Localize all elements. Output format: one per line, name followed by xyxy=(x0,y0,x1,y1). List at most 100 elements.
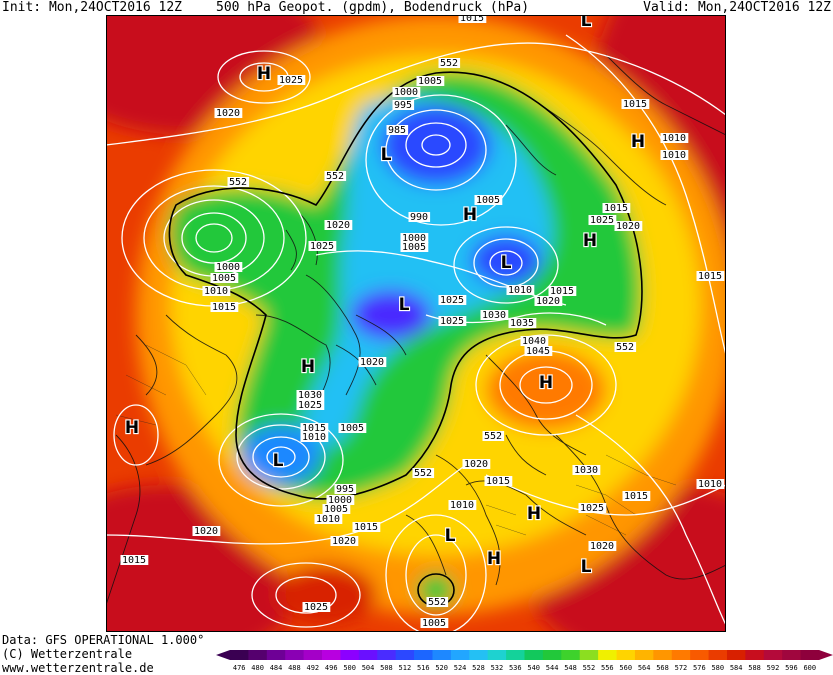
pressure-label: 1025 xyxy=(590,215,614,226)
pressure-label: 552 xyxy=(484,431,502,442)
pressure-label-bg xyxy=(508,318,537,328)
high-pressure-center: H xyxy=(257,64,271,84)
low-pressure-center: L xyxy=(445,526,456,546)
pressure-label-bg xyxy=(210,273,239,283)
high-pressure-center: H xyxy=(487,549,501,569)
pressure-label: 1020 xyxy=(332,536,356,547)
high-pressure-center: H xyxy=(631,132,645,152)
scale-cell xyxy=(616,650,636,660)
pressure-label-bg xyxy=(578,503,607,513)
pressure-label-bg xyxy=(602,203,631,213)
scale-tick-label: 512 xyxy=(399,664,412,672)
pressure-label-bg xyxy=(480,310,509,320)
scale-cell xyxy=(671,650,691,660)
scale-tick-label: 480 xyxy=(251,664,264,672)
scale-cell xyxy=(708,650,728,660)
scale-cell xyxy=(248,650,268,660)
scale-cell xyxy=(634,650,654,660)
pressure-label-bg xyxy=(334,484,357,494)
scale-tick-label: 524 xyxy=(454,664,467,672)
scale-cell xyxy=(800,650,820,660)
scale-arrow-low xyxy=(216,650,230,660)
pressure-label: 1000 xyxy=(216,262,240,273)
pressure-label-bg xyxy=(386,125,409,135)
scale-tick-label: 568 xyxy=(656,664,669,672)
pressure-label-bg xyxy=(660,133,689,143)
scale-tick-label: 572 xyxy=(675,664,688,672)
pressure-label-bg xyxy=(302,602,331,612)
scale-arrow-high xyxy=(819,650,833,660)
pressure-label-bg xyxy=(524,346,553,356)
blue-low-core xyxy=(381,105,491,185)
pressure-label: 1010 xyxy=(698,479,722,490)
pressure-label-bg xyxy=(392,100,415,110)
scale-cell xyxy=(377,650,397,660)
scale-cell xyxy=(745,650,765,660)
pressure-label: 995 xyxy=(394,100,412,111)
pressure-label: 1005 xyxy=(212,273,236,284)
scale-tick-label: 588 xyxy=(748,664,761,672)
pressure-label: 1025 xyxy=(310,241,334,252)
pressure-label-bg xyxy=(300,432,329,442)
pressure-label-bg xyxy=(438,295,467,305)
scale-tick-label: 580 xyxy=(711,664,724,672)
scale-cell xyxy=(303,650,323,660)
scale-tick-label: 536 xyxy=(509,664,522,672)
high-pressure-center: H xyxy=(125,418,139,438)
pressure-label: 1035 xyxy=(510,318,534,329)
pressure-label: 1015 xyxy=(623,99,647,110)
high-pressure-center: H xyxy=(301,357,315,377)
pressure-label: 1015 xyxy=(604,203,628,214)
pressure-label: 1015 xyxy=(212,302,236,313)
scale-tick-label: 500 xyxy=(343,664,356,672)
pressure-label: 1020 xyxy=(464,459,488,470)
pressure-label-bg xyxy=(227,177,250,187)
pressure-label: 990 xyxy=(410,212,428,223)
pressure-label-bg xyxy=(326,495,355,505)
pressure-label-bg xyxy=(660,150,689,160)
pressure-label: 1020 xyxy=(326,220,350,231)
pressure-label: 1020 xyxy=(616,221,640,232)
pressure-label-bg xyxy=(214,262,243,272)
pressure-label: 1010 xyxy=(204,286,228,297)
pressure-label: 552 xyxy=(616,342,634,353)
pressure-label: 552 xyxy=(440,58,458,69)
scale-cell xyxy=(653,650,673,660)
scale-cell xyxy=(340,650,360,660)
pressure-label: 1025 xyxy=(440,316,464,327)
pressure-label: 552 xyxy=(414,468,432,479)
color-scale-bar: 476 480 484 488 492 496 500 504 508 512 516 520 524 5… xyxy=(216,650,833,672)
pressure-label-bg xyxy=(210,302,239,312)
pressure-label-bg xyxy=(622,491,651,501)
scale-tick-label: 552 xyxy=(583,664,596,672)
pressure-label: 1015 xyxy=(698,271,722,282)
pressure-label: 1015 xyxy=(624,491,648,502)
pressure-label-bg xyxy=(330,536,359,546)
pressure-label: 1005 xyxy=(324,504,348,515)
pressure-label: 1025 xyxy=(580,503,604,514)
blue-trough-center xyxy=(351,290,431,340)
valid-time-label: Valid: Mon,24OCT2016 12Z xyxy=(643,0,831,15)
scale-cell xyxy=(358,650,378,660)
website-link[interactable]: www.wetterzentrale.de xyxy=(2,661,154,675)
scale-cell xyxy=(432,650,452,660)
pressure-label: 985 xyxy=(388,125,406,136)
pressure-label: 1010 xyxy=(302,432,326,443)
pressure-label-bg xyxy=(296,400,325,410)
scale-tick-label: 476 xyxy=(233,664,246,672)
pressure-label-bg xyxy=(300,423,329,433)
scale-tick-label: 584 xyxy=(730,664,743,672)
scale-tick-label: 520 xyxy=(435,664,448,672)
pressure-label-bg xyxy=(214,108,243,118)
scale-cell xyxy=(579,650,599,660)
pressure-label: 1005 xyxy=(340,423,364,434)
scale-cell xyxy=(487,650,507,660)
scale-cell xyxy=(322,650,341,660)
pressure-label: 552 xyxy=(229,177,247,188)
pressure-label: 1030 xyxy=(574,465,598,476)
pressure-label-bg xyxy=(420,618,449,628)
scale-tick-label: 508 xyxy=(380,664,393,672)
pressure-label-bg xyxy=(588,541,617,551)
pressure-label: 1025 xyxy=(304,602,328,613)
orange-ridge-center xyxy=(486,350,606,430)
